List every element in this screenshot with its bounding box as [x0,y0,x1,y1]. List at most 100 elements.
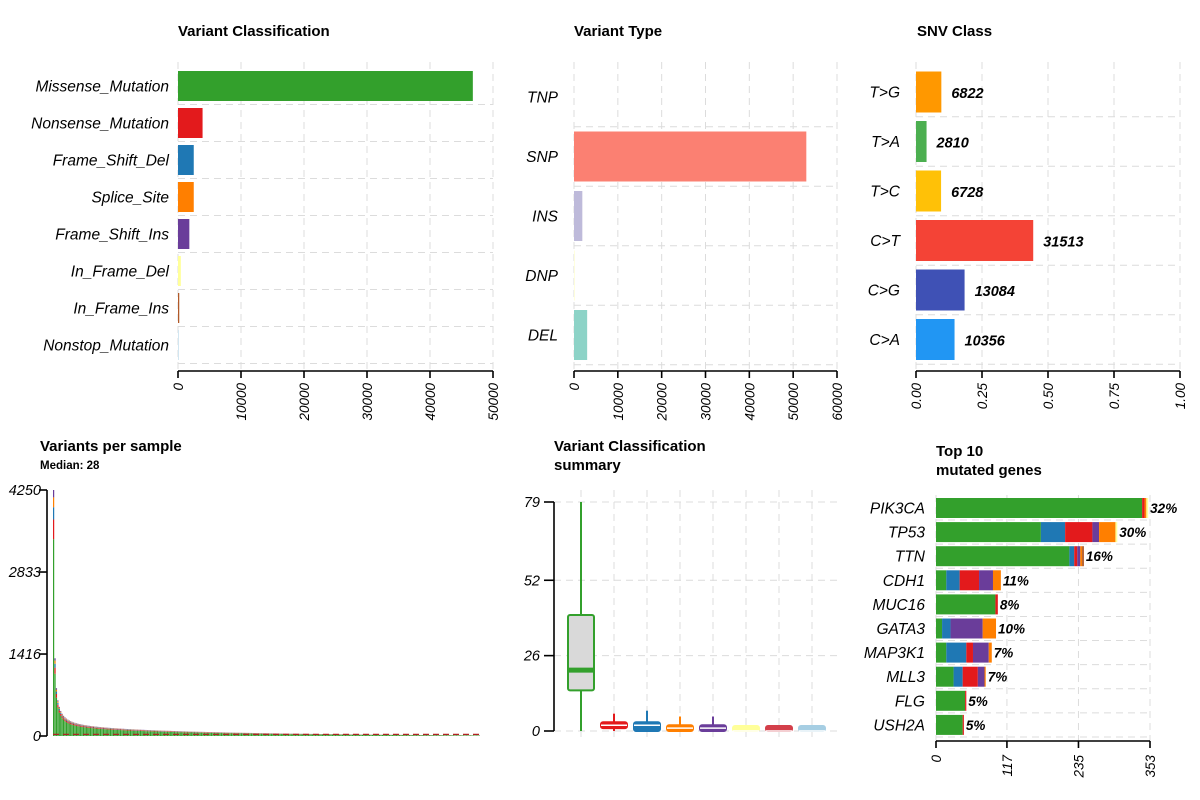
y-tick-label-3: 79 [524,495,540,511]
sample-bar-213-seg-0 [356,734,358,736]
sample-bar-235-seg-0 [387,734,389,736]
sample-bar-10-seg-0 [67,722,69,736]
sample-bar-30-seg-1 [95,727,97,729]
sample-bar-44-seg-0 [115,729,117,736]
sample-bar-258-seg-0 [420,735,422,736]
gene-bar-map3k1-seg-4 [988,642,992,663]
sample-bar-4-seg-0 [58,712,60,736]
sample-bar-21-seg-2 [82,725,85,727]
gene-percent-ttn: 16% [1086,549,1113,564]
sample-bar-207-seg-0 [347,734,349,736]
sample-bar-61-seg-0 [139,730,142,736]
sample-bar-51-seg-0 [125,730,127,736]
sample-bar-31-seg-1 [97,727,99,729]
bar-del [574,310,588,360]
gene-percent-pik3ca: 32% [1150,501,1177,516]
sample-bar-110-seg-0 [209,732,211,736]
sample-bar-117-seg-0 [219,733,221,736]
sample-bar-13-seg-0 [71,724,73,736]
sample-bar-45-seg-1 [117,729,119,730]
sample-bar-11-seg-0 [68,723,70,736]
sample-bar-162-seg-0 [283,734,285,736]
sample-bar-285-seg-0 [458,735,460,736]
sample-bar-82-seg-0 [169,731,171,736]
sample-bar-29-seg-0 [94,728,96,736]
gene-percent-ush2a: 5% [966,718,986,733]
x-tick-label-2: 20000 [297,383,312,422]
sample-bar-197-seg-0 [333,734,335,736]
sample-bar-268-seg-0 [434,735,436,736]
sample-bar-30-seg-0 [95,728,97,736]
sample-bar-237-seg-0 [390,734,392,736]
sample-bar-19-seg-2 [80,725,82,726]
gene-bar-tp53-seg-2 [1065,522,1093,543]
sample-bar-11-seg-3 [68,720,70,722]
sample-bar-119-seg-0 [222,733,224,736]
count-label-c-t: 31513 [1043,235,1083,251]
sample-bar-8-seg-0 [64,721,66,736]
sample-bar-191-seg-0 [324,734,327,736]
sample-bar-153-seg-0 [270,733,272,736]
count-label-t-a: 2810 [936,136,969,152]
sample-bar-286-seg-0 [460,735,462,736]
variant-classification-summary-title-line2: summary [554,457,621,474]
sample-bar-96-seg-0 [189,732,191,736]
sample-bar-50-seg-1 [124,729,126,731]
sample-bar-194-seg-0 [329,734,331,736]
sample-bar-231-seg-0 [381,734,383,736]
y-tick-label-2: 52 [524,573,540,589]
sample-bar-72-seg-0 [155,731,157,736]
sample-bar-154-seg-0 [272,733,274,736]
sample-bar-16-seg-1 [75,724,77,726]
sample-bar-4-seg-1 [58,710,60,713]
bar-c-g [916,269,965,311]
sample-bar-236-seg-0 [388,734,391,736]
sample-bar-43-seg-0 [114,729,116,736]
gene-bar-ush2a-seg-2 [962,714,964,735]
sample-bar-133-seg-0 [242,733,244,736]
gene-bar-ttn-seg-2 [1074,546,1078,567]
sample-bar-261-seg-0 [424,735,426,736]
sample-bar-90-seg-0 [181,732,183,736]
sample-bar-12-seg-2 [70,722,72,723]
x-tick-label-3: 353 [1143,755,1158,778]
sample-bar-8-seg-2 [64,718,66,720]
sample-bar-15-seg-2 [74,723,76,725]
sample-bar-3-seg-2 [57,702,59,705]
sample-bar-170-seg-0 [294,734,297,736]
sample-bar-14-seg-1 [72,724,75,726]
gene-label-muc16: MUC16 [872,597,925,614]
sample-bar-283-seg-0 [455,735,458,736]
sample-bar-54-seg-1 [129,730,132,731]
sample-bar-55-seg-0 [131,730,133,736]
sample-bar-32-seg-0 [98,728,100,736]
sample-bar-203-seg-0 [341,734,344,736]
sample-bar-2-seg-3 [55,689,58,692]
sample-bar-161-seg-0 [282,733,284,736]
x-tick-label-5: 50000 [786,383,801,421]
gene-bar-cdh1-seg-0 [936,570,947,591]
sample-bar-73-seg-0 [156,731,159,736]
sample-bar-234-seg-0 [386,734,388,736]
snv-class-title: SNV Class [917,23,992,40]
sample-bar-21-seg-1 [82,726,85,728]
sample-bar-225-seg-0 [373,734,375,736]
category-label-missense-mutation: Missense_Mutation [35,79,169,96]
sample-bar-204-seg-0 [343,734,345,736]
sample-bar-89-seg-0 [179,732,181,736]
gene-label-gata3: GATA3 [876,621,925,638]
sample-bar-273-seg-0 [441,735,443,736]
sample-bar-18-seg-0 [78,726,80,736]
sample-bar-211-seg-0 [353,734,355,736]
sample-bar-65-seg-0 [145,731,147,736]
sample-bar-40-seg-1 [109,728,112,730]
sample-bar-5-seg-2 [60,712,62,714]
sample-bar-66-seg-0 [146,731,149,736]
sample-bar-6-seg-3 [61,714,63,716]
sample-bar-36-seg-0 [104,729,106,736]
sample-bar-57-seg-0 [134,730,136,736]
sample-bar-50-seg-0 [124,730,126,736]
category-label-t-c: T>C [870,184,901,201]
sample-bar-17-seg-1 [77,725,79,727]
